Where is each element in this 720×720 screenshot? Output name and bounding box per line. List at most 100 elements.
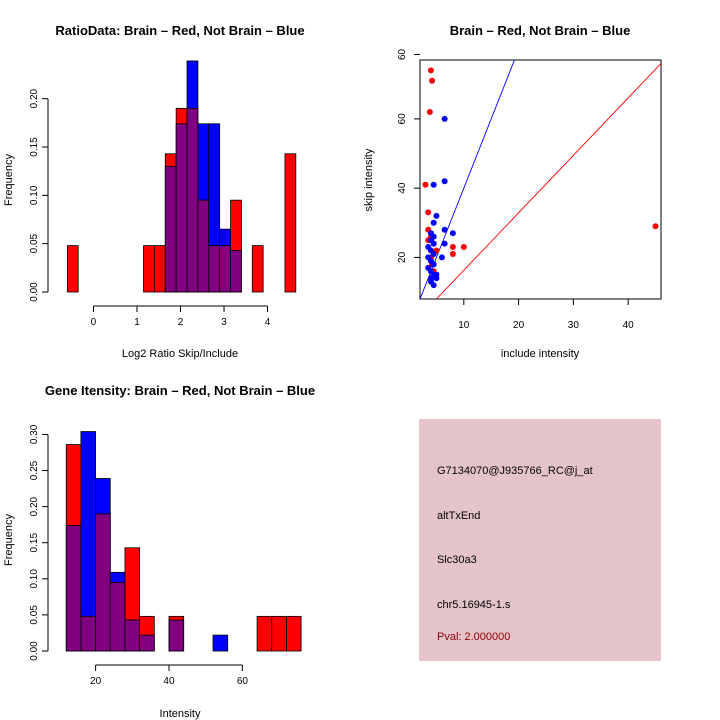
ratio-histogram-title: RatioData: Brain – Red, Not Brain – Blue [55,23,304,38]
scatter-point-not-brain [438,254,445,261]
ratio-bar-overlap-15 [230,250,242,293]
scatter-line-shallow [436,63,661,299]
gene-y-tick-label: 0.20 [29,496,40,516]
gene-histogram-title: Gene Itensity: Brain – Red, Not Brain – … [45,383,315,398]
scatter-point-brain [426,108,433,115]
scatter-reference-lines [420,60,661,299]
gene-histogram-xlabel: Intensity [160,708,201,720]
gene-bar-overlap-3 [109,582,126,652]
scatter-y-tick-label: 60 [397,48,408,60]
event-type: altTxEnd [437,510,481,522]
scatter-title: Brain – Red, Not Brain – Blue [450,23,631,38]
genomic-location: chr5.16945-1.s [437,599,511,611]
ratio-y-tick-label: 0.00 [29,282,40,302]
scatter-point-not-brain [430,219,437,226]
scatter-x-tick-label: 20 [513,320,525,331]
scatter-point-not-brain [441,178,448,185]
scatter-point-brain [449,244,456,251]
ratio-histogram-xlabel: Log2 Ratio Skip/Include [122,348,238,360]
scatter-point-brain [652,223,659,230]
ratio-y-tick-label: 0.20 [29,88,40,108]
scatter-point-not-brain [441,115,448,122]
ratio-histogram-panel: RatioData: Brain – Red, Not Brain – Blue… [3,23,305,360]
ratio-bar-overlap-12 [197,199,210,293]
ratio-bar-notbrain-14 [219,228,231,247]
gene-bar-overlap-7 [168,619,185,652]
gene-bar-overlap-1 [80,615,96,652]
gene-bar-brain-15 [286,615,302,652]
scatter-point-not-brain [433,271,440,278]
gene-symbol: Slc30a3 [437,554,477,566]
scatter-point-not-brain [441,226,448,233]
scatter-x-tick-label: 40 [623,320,635,331]
scatter-point-brain [427,67,434,74]
gene-bar-brain-13 [256,615,273,652]
ratio-bar-notbrain-13 [208,123,221,247]
ratio-bar-overlap-10 [175,123,188,293]
gene-x-tick-label: 20 [90,676,102,687]
probe-info-box: G7134070@J935766_RC@j_at altTxEnd Slc30a… [419,419,661,661]
gene-bar-overlap-4 [124,619,141,652]
gene-histogram-ylabel: Frequency [3,514,15,566]
ratio-x-tick-label: 0 [91,317,97,328]
ratio-bar-brain-0 [66,245,79,293]
scatter-points [422,67,659,289]
scatter-ylabel: skip intensity [363,148,375,211]
scatter-point-not-brain [433,212,440,219]
scatter-point-not-brain [430,181,437,188]
scatter-point-brain [449,250,456,257]
ratio-bar-brain-17 [251,245,264,293]
gene-y-tick-label: 0.05 [29,605,40,625]
scatter-y-tick-label: 60 [397,113,408,125]
gene-bar-notbrain-1 [80,431,96,617]
ratio-histogram-bars [66,60,297,293]
gene-bar-overlap-5 [139,634,155,652]
gene-histogram-axes: 20 40 60 0.00 0.05 0.10 0.15 0.20 0.25 0.30 [29,424,248,687]
ratio-histogram-ylabel: Frequency [3,154,15,206]
scatter-point-not-brain [430,282,437,289]
ratio-x-tick-label: 2 [178,317,184,328]
ratio-y-tick-label: 0.15 [29,137,40,157]
scatter-point-not-brain [430,261,437,268]
ratio-bar-overlap-9 [164,165,177,293]
scatter-point-brain [425,209,432,216]
ratio-x-tick-label: 4 [265,317,271,328]
pval-text: Pval: 2.000000 [437,631,511,643]
scatter-point-not-brain [449,230,456,237]
ratio-bar-notbrain-11 [186,60,199,109]
ratio-bar-brain-20 [284,153,297,293]
scatter-point-not-brain [441,240,448,247]
gene-x-tick-label: 40 [163,676,175,687]
scatter-line-steep [420,60,515,299]
ratio-bar-notbrain-12 [197,123,210,201]
scatter-y-tick-label: 20 [397,251,408,263]
ratio-x-tick-label: 1 [134,317,140,328]
gene-bar-brain-extra-0 [271,615,287,652]
gene-y-tick-label: 0.10 [29,569,40,589]
ratio-y-tick-label: 0.05 [29,233,40,253]
probe-id: G7134070@J935766_RC@j_at [437,465,593,477]
ratio-bar-overlap-13 [208,245,221,293]
ratio-x-tick-label: 3 [221,317,227,328]
scatter-point-brain [429,77,436,84]
gene-y-tick-label: 0.15 [29,533,40,553]
gene-y-tick-label: 0.00 [29,641,40,661]
scatter-x-tick-label: 10 [458,320,470,331]
scatter-x-tick-label: 30 [568,320,580,331]
ratio-bar-brain-7 [143,245,155,293]
gene-bar-overlap-0 [65,524,82,652]
scatter-point-brain [422,181,429,188]
ratio-bar-brain-8 [153,245,166,293]
gene-y-tick-label: 0.25 [29,460,40,480]
gene-x-tick-label: 60 [237,676,249,687]
scatter-xlabel: include intensity [501,348,580,360]
scatter-y-tick-label: 40 [397,182,408,194]
scatter-plot-box [419,59,662,300]
gene-bar-overlap-2 [95,513,111,652]
gene-bar-notbrain-3 [109,571,126,583]
scatter-point-not-brain [430,240,437,247]
ratio-histogram-axes: 0 1 2 3 4 0.00 0.05 0.10 0.15 0.20 [29,88,271,328]
gene-histogram-panel: Gene Itensity: Brain – Red, Not Brain – … [3,383,315,720]
gene-bar-notbrain-2 [95,478,111,515]
